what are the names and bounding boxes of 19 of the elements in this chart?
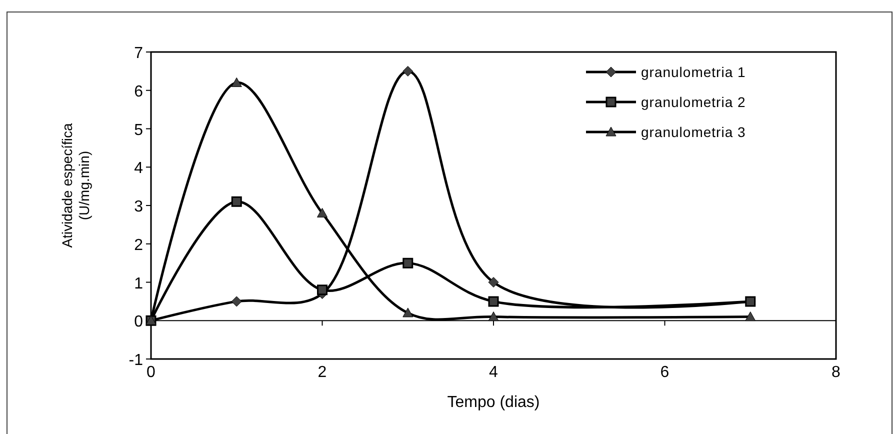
x-axis-title: Tempo (dias) [447, 394, 540, 411]
y-tick-label: 3 [134, 198, 144, 216]
x-tick-label: 2 [318, 364, 327, 381]
y-tick-label: 6 [134, 83, 144, 100]
y-tick-label: 2 [134, 236, 144, 254]
y-tick-label: 1 [134, 275, 144, 292]
legend-label: granulometria 1 [641, 64, 746, 80]
y-tick-label: -1 [128, 352, 144, 369]
legend-label: granulometria 3 [641, 124, 746, 140]
x-tick-label: 0 [146, 364, 156, 381]
x-tick-label: 8 [832, 364, 841, 381]
y-tick-label: 5 [134, 122, 144, 139]
y-axis-title: Atividade específica (U/mg.min) [59, 123, 92, 248]
y-tick-label: 7 [134, 45, 144, 62]
y-tick-label: 4 [134, 160, 144, 178]
legend-label: granulometria 2 [641, 94, 746, 110]
x-tick-label: 6 [660, 364, 670, 381]
x-tick-label: 4 [489, 364, 498, 381]
y-tick-label: 0 [134, 314, 144, 331]
